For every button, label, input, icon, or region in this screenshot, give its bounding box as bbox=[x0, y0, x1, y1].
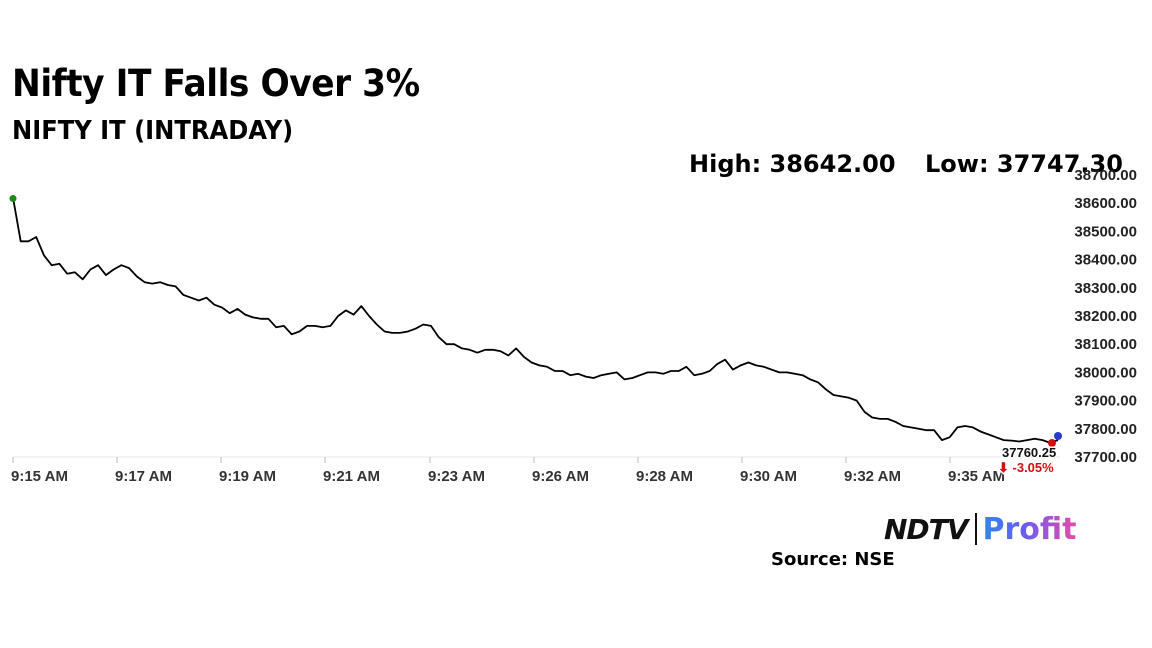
logo-ndtv-text: NDTV bbox=[884, 512, 968, 546]
y-tick-label: 38400.00 bbox=[1074, 252, 1137, 269]
chart-title: Nifty IT Falls Over 3% bbox=[12, 62, 420, 105]
y-tick-label: 38200.00 bbox=[1074, 308, 1137, 325]
y-tick-label: 37700.00 bbox=[1074, 449, 1137, 466]
x-tick-label: 9:17 AM bbox=[115, 468, 172, 485]
series-layer bbox=[12, 197, 1059, 444]
x-tick-label: 9:15 AM bbox=[11, 468, 68, 485]
y-tick-label: 38600.00 bbox=[1074, 195, 1137, 212]
low-value: Low: 37747.30 bbox=[925, 150, 1123, 178]
x-tick-label: 9:19 AM bbox=[219, 468, 276, 485]
series-line bbox=[12, 197, 1059, 444]
y-tick-label: 37900.00 bbox=[1074, 393, 1137, 410]
y-axis: 37700.00 37800.00 37900.00 38000.00 38100.00… bbox=[1074, 167, 1137, 466]
y-tick-label: 38700.00 bbox=[1074, 167, 1137, 184]
ndtv-profit-logo: NDTV Profit bbox=[884, 511, 1077, 547]
logo-separator bbox=[975, 513, 978, 545]
x-tick-label: 9:26 AM bbox=[532, 468, 589, 485]
end-point-halo bbox=[1054, 432, 1062, 441]
x-tick-label: 9:21 AM bbox=[323, 468, 380, 485]
logo-profit-text: Profit bbox=[982, 511, 1077, 547]
x-tick-label: 9:28 AM bbox=[636, 468, 693, 485]
last-value-label: 37760.25 bbox=[1002, 445, 1056, 460]
source-note: Source: NSE bbox=[771, 549, 895, 570]
high-value: High: 38642.00 bbox=[689, 150, 896, 178]
marker-layer: 37760.25⬇ -3.05% bbox=[9, 195, 1062, 477]
x-tick-label: 9:23 AM bbox=[428, 468, 485, 485]
y-tick-label: 38500.00 bbox=[1074, 223, 1137, 240]
start-point-marker bbox=[9, 195, 17, 203]
y-tick-label: 38300.00 bbox=[1074, 280, 1137, 297]
end-point-marker bbox=[1048, 439, 1056, 448]
x-axis: 9:15 AM 9:17 AM 9:19 AM 9:21 AM 9:23 AM 9:26 … bbox=[11, 456, 1060, 485]
change-percent-label: ⬇ -3.05% bbox=[998, 460, 1054, 475]
chart-subtitle: NIFTY IT (INTRADAY) bbox=[12, 116, 294, 146]
x-tick-label: 9:32 AM bbox=[844, 468, 901, 485]
y-tick-label: 37800.00 bbox=[1074, 421, 1137, 438]
x-tick-label: 9:30 AM bbox=[740, 468, 797, 485]
y-tick-label: 38100.00 bbox=[1074, 336, 1137, 353]
y-tick-label: 38000.00 bbox=[1074, 364, 1137, 381]
x-tick-label: 9:35 AM bbox=[948, 468, 1005, 485]
